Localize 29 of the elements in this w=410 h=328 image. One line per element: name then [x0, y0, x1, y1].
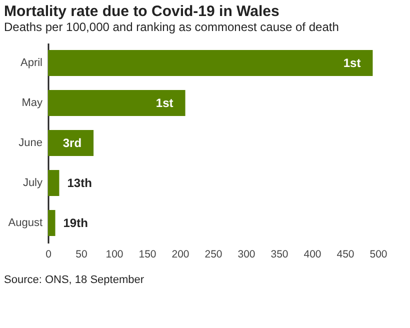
bar — [48, 170, 60, 196]
annotation: 1st — [156, 96, 174, 110]
x-tick-label: 300 — [238, 248, 256, 260]
x-tick-label: 350 — [270, 248, 288, 260]
x-tick-label: 450 — [336, 248, 354, 260]
chart-title: Mortality rate due to Covid-19 in Wales — [4, 3, 280, 20]
x-tick-label: 250 — [204, 248, 222, 260]
x-tick-label: 500 — [370, 248, 388, 260]
x-tick-label: 400 — [304, 248, 322, 260]
y-tick-label: April — [20, 57, 42, 69]
annotation: 1st — [343, 56, 361, 70]
x-tick-label: 200 — [172, 248, 190, 260]
y-tick-label: August — [8, 217, 42, 229]
y-tick-label: July — [22, 177, 43, 189]
x-tick-label: 150 — [138, 248, 156, 260]
source-note: Source: ONS, 18 September — [4, 274, 144, 286]
x-tick-label: 100 — [106, 248, 124, 260]
annotation: 13th — [67, 176, 92, 190]
annotation: 19th — [63, 216, 88, 230]
bar — [48, 90, 186, 116]
x-tick-label: 50 — [76, 248, 88, 260]
annotation: 3rd — [62, 136, 82, 150]
bar — [48, 130, 94, 156]
chart-subtitle: Deaths per 100,000 and ranking as commonest cause of death — [4, 20, 339, 34]
y-tick-label: June — [18, 137, 42, 149]
y-tick-label: May — [22, 97, 43, 109]
x-tick-label: 0 — [46, 248, 52, 260]
bar — [48, 50, 373, 76]
bar — [48, 210, 56, 236]
